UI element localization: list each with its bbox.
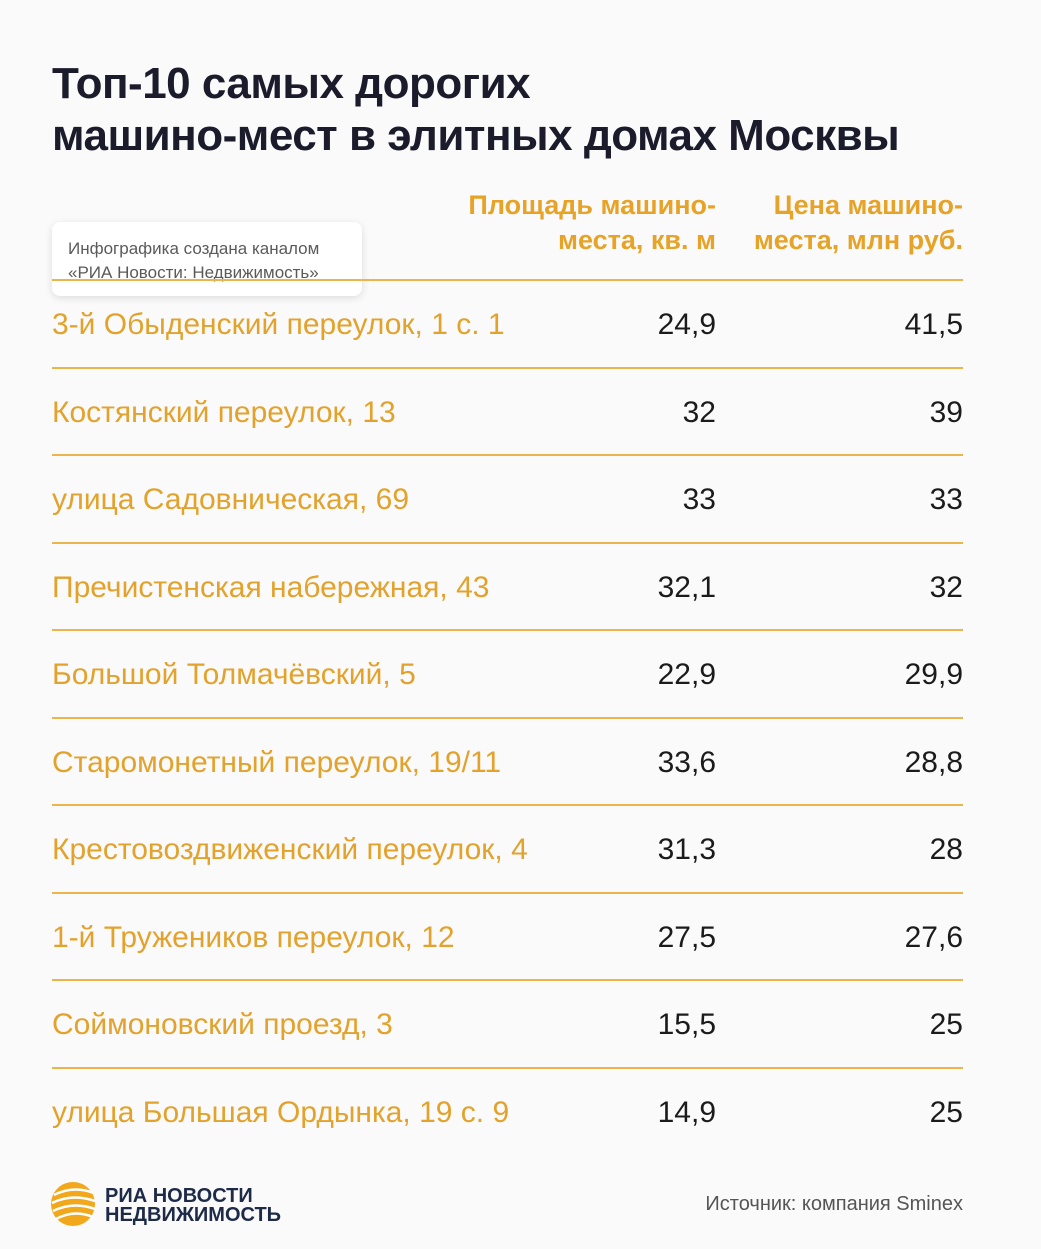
note-box: Инфографика создана каналом «РИА Новости…: [52, 222, 362, 296]
row-price: 28,8: [904, 745, 963, 779]
rule: [52, 804, 963, 806]
row-name: Старомонетный переулок, 19/11: [52, 745, 502, 779]
row-area: 33,6: [657, 745, 716, 779]
row-name: Соймоновский проезд, 3: [52, 1008, 393, 1041]
column-header: Цена машино-: [773, 190, 963, 220]
row-area: 32,1: [657, 570, 716, 604]
rule: [52, 629, 963, 631]
row-name: Большой Толмачёвский, 5: [52, 658, 416, 691]
row-price: 33: [929, 483, 963, 516]
row-price: 39: [929, 395, 963, 429]
row-price: 41,5: [904, 308, 963, 341]
rule: [52, 1066, 963, 1069]
row-price: 28: [929, 833, 963, 866]
row-name: улица Садовническая, 69: [52, 483, 410, 516]
row-area: 32: [682, 395, 716, 429]
logo-icon: [51, 1182, 96, 1226]
row-area: 22,9: [657, 658, 716, 691]
row-name: 1-й Тружеников переулок, 12: [52, 920, 455, 954]
row-price: 25: [929, 1008, 963, 1041]
row-price: 25: [929, 1095, 963, 1129]
title: машино-мест в элитных домах Москвы: [52, 111, 900, 160]
column-header: места, млн руб.: [753, 225, 963, 255]
row-area: 14,9: [657, 1095, 716, 1129]
logo-text: НЕДВИЖИМОСТЬ: [105, 1204, 282, 1226]
column-header: Площадь машино-: [468, 190, 716, 220]
note-text: Инфографика создана каналом: [68, 239, 320, 258]
column-header: места, кв. м: [558, 225, 716, 255]
rule: [52, 716, 963, 719]
source: Источник: компания Sminex: [705, 1193, 963, 1215]
rule: [52, 454, 963, 456]
row-name: Пречистенская набережная, 43: [52, 570, 490, 604]
row-area: 33: [682, 483, 716, 516]
row-name: Костянский переулок, 13: [52, 395, 396, 429]
row-area: 24,9: [657, 308, 716, 341]
row-name: Крестовоздвиженский переулок, 4: [52, 833, 528, 866]
logo-text: РИА НОВОСТИ: [105, 1185, 253, 1207]
rule: [52, 979, 963, 981]
row-area: 27,5: [657, 920, 716, 954]
row-name: улица Большая Ордынка, 19 с. 9: [52, 1095, 510, 1129]
rule: [52, 279, 963, 281]
rule: [52, 366, 963, 369]
row-area: 15,5: [657, 1008, 716, 1041]
row-price: 32: [929, 570, 963, 604]
row-area: 31,3: [657, 833, 716, 866]
row-price: 27,6: [904, 920, 963, 954]
row-price: 29,9: [904, 658, 963, 691]
row-name: 3-й Обыденский переулок, 1 с. 1: [52, 308, 505, 341]
note-text: «РИА Новости: Недвижимость»: [68, 263, 319, 282]
rule: [52, 891, 963, 894]
title: Топ-10 самых дорогих: [52, 59, 531, 108]
rule: [52, 541, 963, 544]
